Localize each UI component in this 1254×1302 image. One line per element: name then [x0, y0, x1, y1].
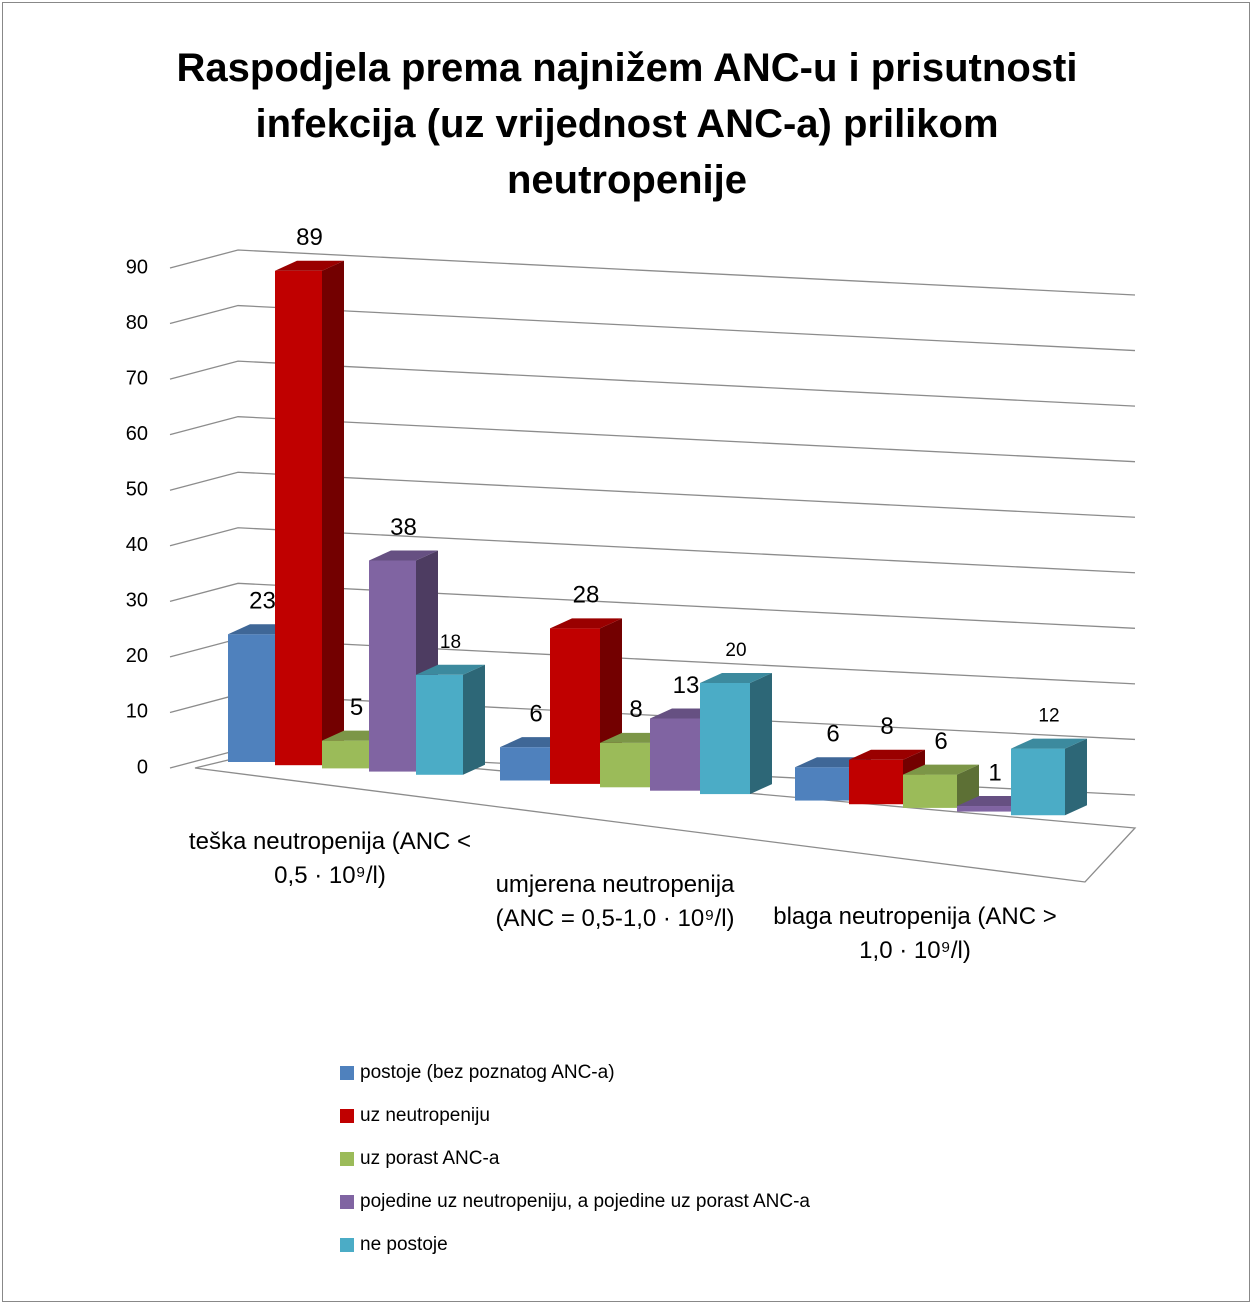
data-label: 18 — [440, 632, 461, 653]
grid-line — [169, 360, 1136, 407]
bar — [600, 742, 650, 788]
legend-swatch — [340, 1195, 354, 1209]
bar-top — [903, 764, 979, 775]
legend-swatch — [340, 1238, 354, 1252]
bar — [500, 747, 550, 781]
legend-label: uz porast ANC-a — [360, 1148, 500, 1169]
bar-side — [1065, 738, 1087, 816]
legend-swatch — [340, 1066, 354, 1080]
bar — [550, 628, 600, 784]
bar — [369, 560, 416, 772]
bar-top — [550, 618, 622, 629]
bar — [275, 270, 322, 766]
data-label: 12 — [1038, 706, 1059, 727]
data-label: 38 — [390, 514, 417, 541]
bar-top — [275, 260, 344, 271]
grid-line — [169, 471, 1136, 518]
y-tick-label: 60 — [126, 423, 148, 445]
x-tick-label: umjerena neutropenija (ANC = 0,5-1,0 · 1… — [495, 871, 735, 932]
bar-side — [322, 260, 344, 766]
grid-line — [169, 416, 1136, 463]
legend-swatch — [340, 1109, 354, 1123]
data-label: 8 — [629, 696, 642, 723]
data-label: 6 — [934, 728, 947, 755]
y-tick-label: 80 — [126, 312, 148, 334]
data-label: 20 — [725, 640, 746, 661]
bar-top — [849, 749, 925, 760]
y-tick-label: 30 — [126, 590, 148, 612]
bar-top — [369, 550, 438, 561]
data-label: 28 — [573, 582, 600, 609]
data-label: 8 — [880, 713, 893, 740]
data-label: 89 — [296, 224, 323, 251]
bar — [957, 806, 1011, 812]
y-tick-label: 10 — [126, 701, 148, 723]
x-tick-label: teška neutropenija (ANC < 0,5 · 10⁹/l) — [188, 828, 472, 889]
bar — [650, 718, 700, 791]
grid-line — [169, 304, 1136, 352]
bar-side — [750, 672, 772, 795]
bar-top — [1011, 738, 1087, 749]
bar — [416, 674, 463, 775]
data-label: 13 — [673, 672, 700, 699]
bar-side — [957, 764, 979, 808]
bar — [322, 740, 369, 769]
legend-label: uz neutropeniju — [360, 1105, 490, 1126]
grid-line — [169, 527, 1136, 574]
y-tick-label: 90 — [126, 256, 148, 278]
bar-top — [700, 672, 772, 683]
data-label: 5 — [350, 694, 363, 721]
data-label: 6 — [826, 721, 839, 748]
bar-top — [416, 664, 485, 675]
y-tick-label: 0 — [137, 756, 148, 778]
legend-label: postoje (bez poznatog ANC-a) — [360, 1062, 615, 1083]
chart-title: Raspodjela prema najnižem ANC-u i prisut… — [176, 46, 1078, 202]
y-tick-label: 50 — [126, 479, 148, 501]
data-label: 1 — [988, 759, 1001, 786]
data-label: 6 — [529, 701, 542, 728]
legend-label: ne postoje — [360, 1234, 448, 1255]
bar — [849, 759, 903, 805]
legend-label: pojedine uz neutropeniju, a pojedine uz … — [360, 1191, 810, 1212]
grid-line — [169, 249, 1136, 296]
bar — [795, 767, 849, 801]
legend-swatch — [340, 1152, 354, 1166]
bar-side — [463, 664, 485, 775]
y-tick-label: 20 — [126, 645, 148, 667]
bar — [903, 774, 957, 808]
y-tick-label: 40 — [126, 534, 148, 556]
bar — [228, 634, 275, 762]
grid-line — [169, 582, 1136, 629]
data-label: 23 — [249, 588, 276, 615]
bar — [1011, 748, 1065, 816]
x-tick-label: blaga neutropenija (ANC > 1,0 · 10⁹/l) — [773, 903, 1057, 964]
bar — [700, 682, 750, 795]
y-tick-label: 70 — [126, 367, 148, 389]
